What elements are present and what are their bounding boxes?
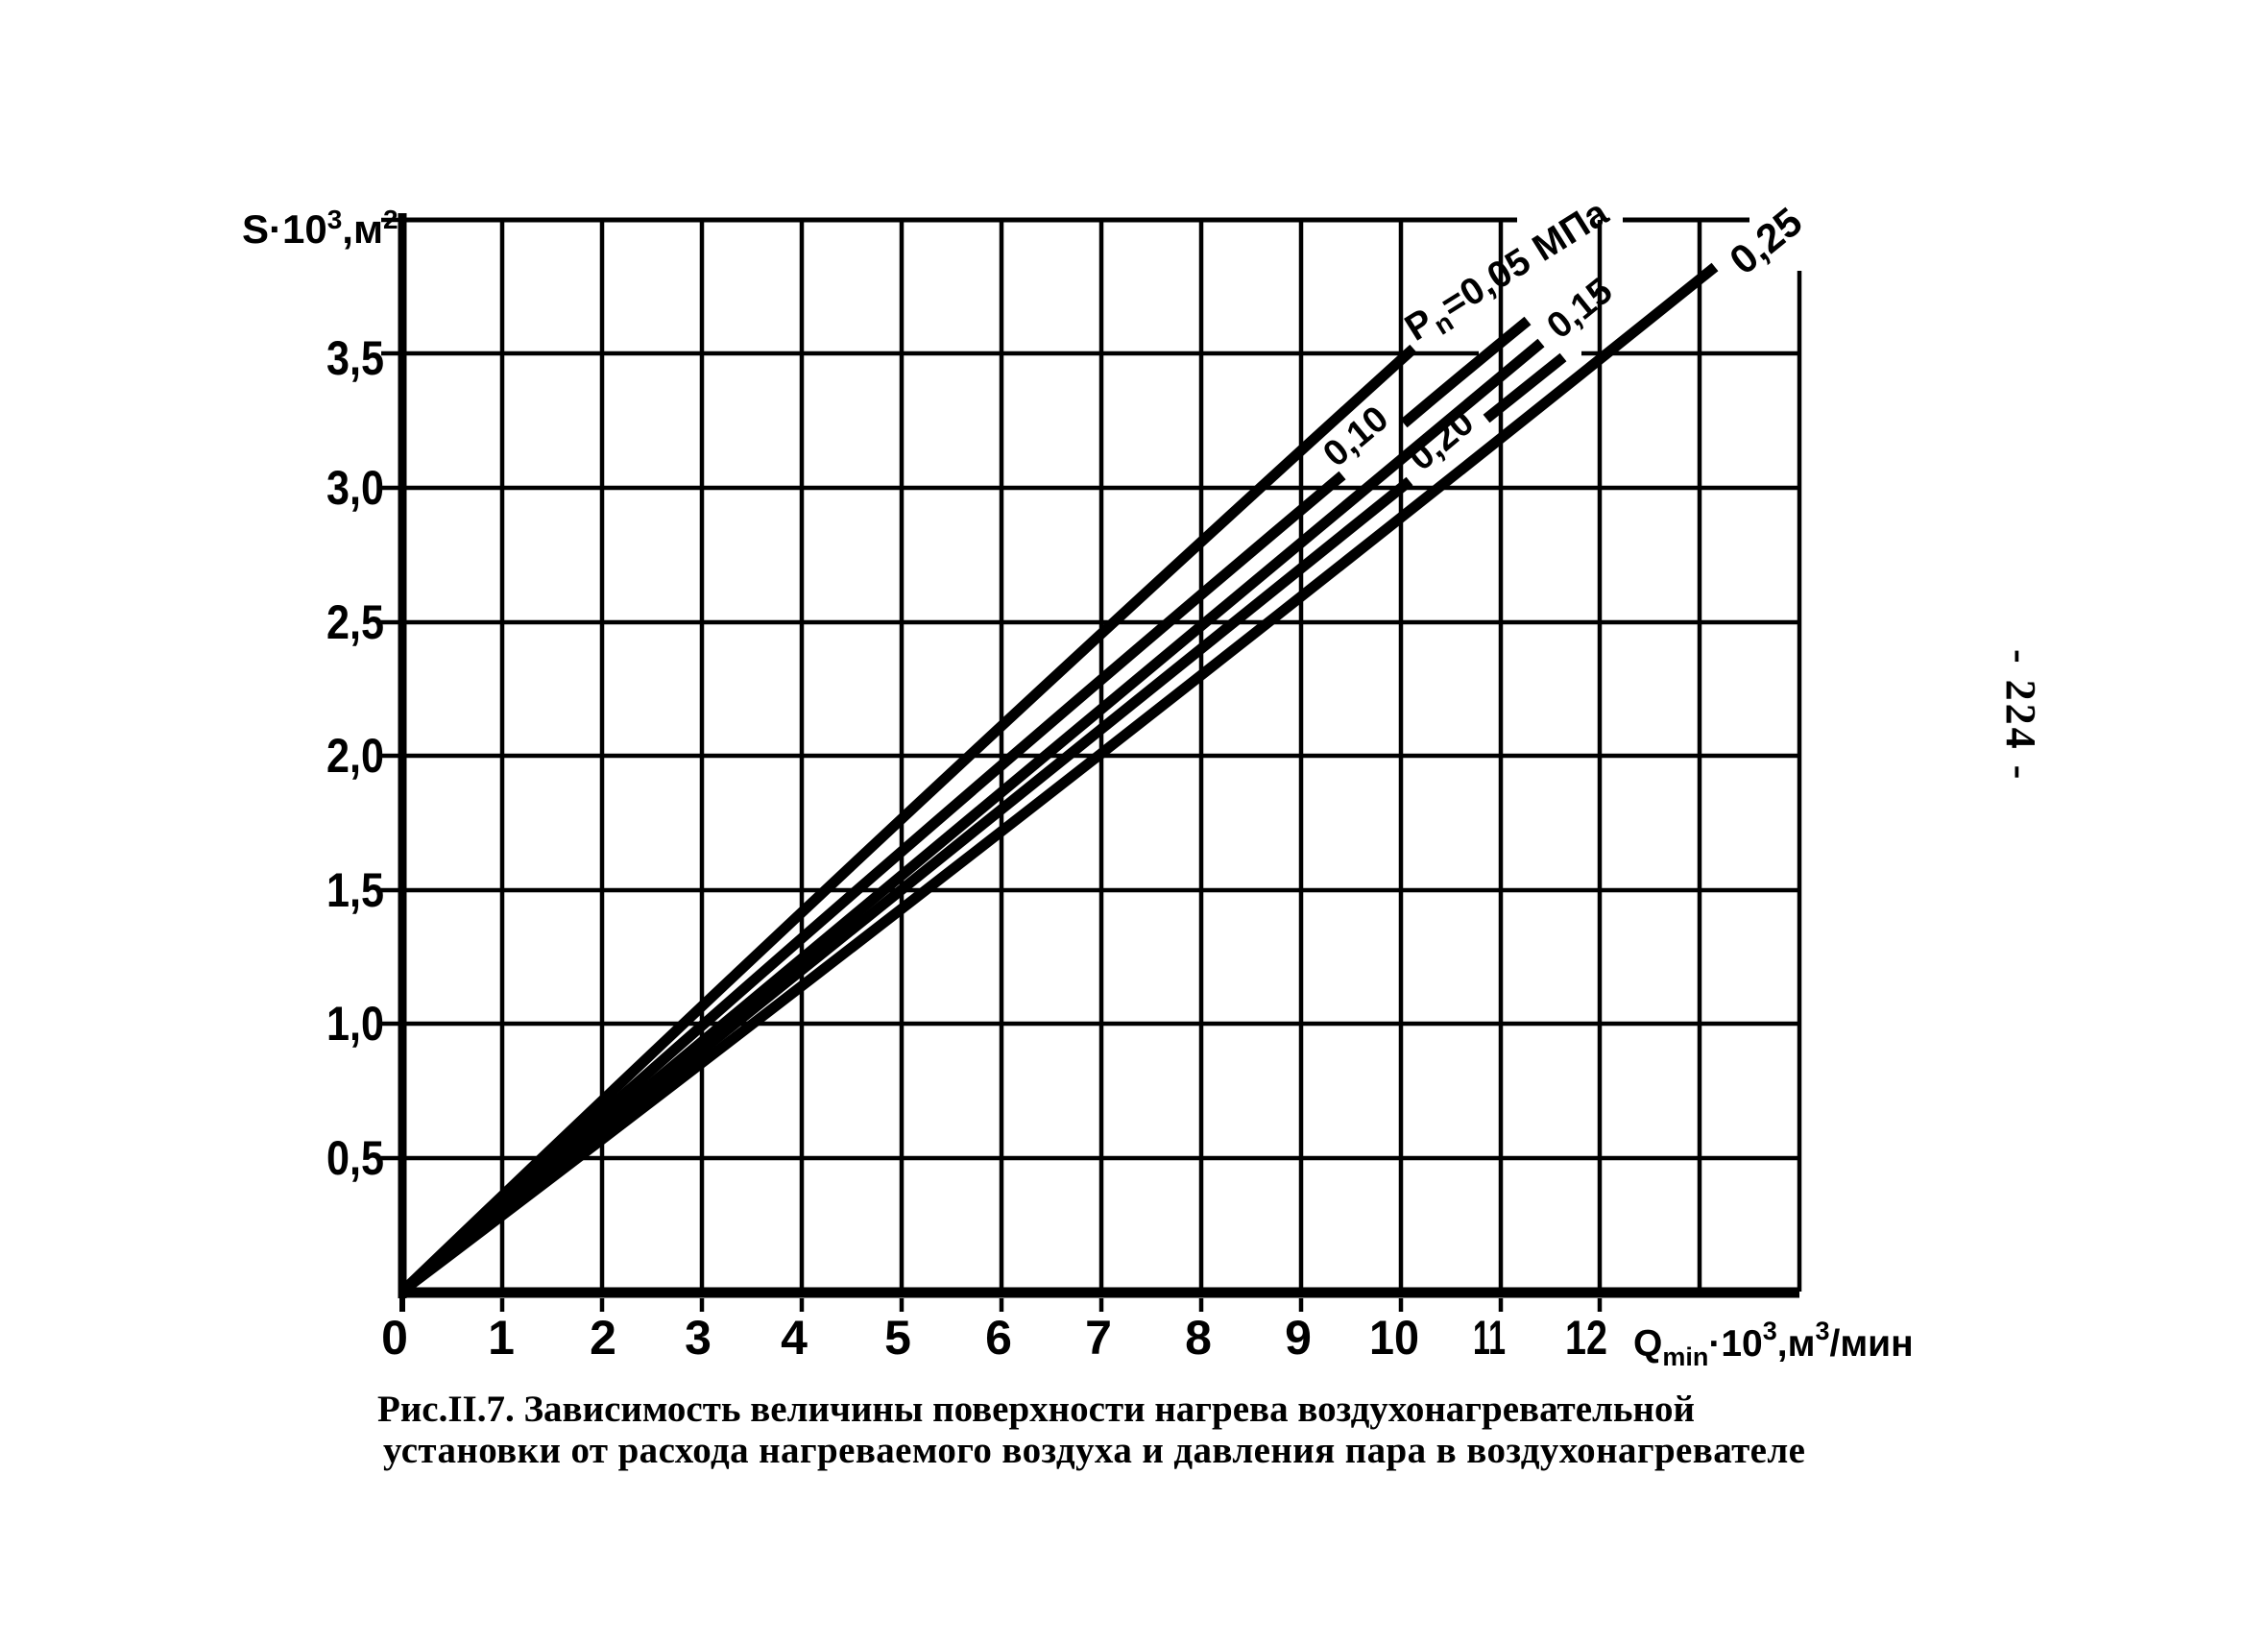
svg-text:0,10: 0,10 [1315, 399, 1396, 475]
svg-text:0,25: 0,25 [1721, 199, 1810, 283]
svg-text:- 224 -: - 224 - [1997, 649, 2044, 782]
svg-text:12: 12 [1565, 1311, 1607, 1365]
svg-text:6: 6 [985, 1311, 1012, 1365]
svg-text:5: 5 [884, 1311, 911, 1365]
svg-text:2: 2 [590, 1311, 616, 1365]
svg-text:11: 11 [1473, 1311, 1506, 1365]
svg-text:9: 9 [1285, 1311, 1312, 1365]
svg-text:1,0: 1,0 [326, 997, 384, 1051]
svg-text:0: 0 [381, 1311, 408, 1365]
svg-text:S·103,м2: S·103,м2 [242, 205, 398, 252]
svg-text:3,5: 3,5 [326, 331, 384, 385]
svg-text:4: 4 [781, 1311, 808, 1365]
svg-text:3,0: 3,0 [326, 461, 384, 515]
svg-text:1,5: 1,5 [326, 863, 384, 917]
svg-text:2,5: 2,5 [326, 595, 384, 649]
svg-text:установки от расхода нагреваем: установки от расхода нагреваемого воздух… [383, 1430, 1805, 1471]
svg-text:0,15: 0,15 [1539, 271, 1620, 347]
svg-text:8: 8 [1185, 1311, 1212, 1365]
svg-text:Рис.II.7. Зависимость величины: Рис.II.7. Зависимость величины поверхнос… [377, 1389, 1695, 1430]
svg-text:2,0: 2,0 [326, 729, 384, 783]
svg-text:Qmin·103,м3/мин: Qmin·103,м3/мин [1633, 1317, 1914, 1371]
svg-text:0,5: 0,5 [326, 1131, 384, 1185]
svg-text:1: 1 [488, 1311, 515, 1365]
svg-text:3: 3 [685, 1311, 712, 1365]
svg-text:10: 10 [1369, 1311, 1419, 1365]
svg-text:7: 7 [1085, 1311, 1112, 1365]
